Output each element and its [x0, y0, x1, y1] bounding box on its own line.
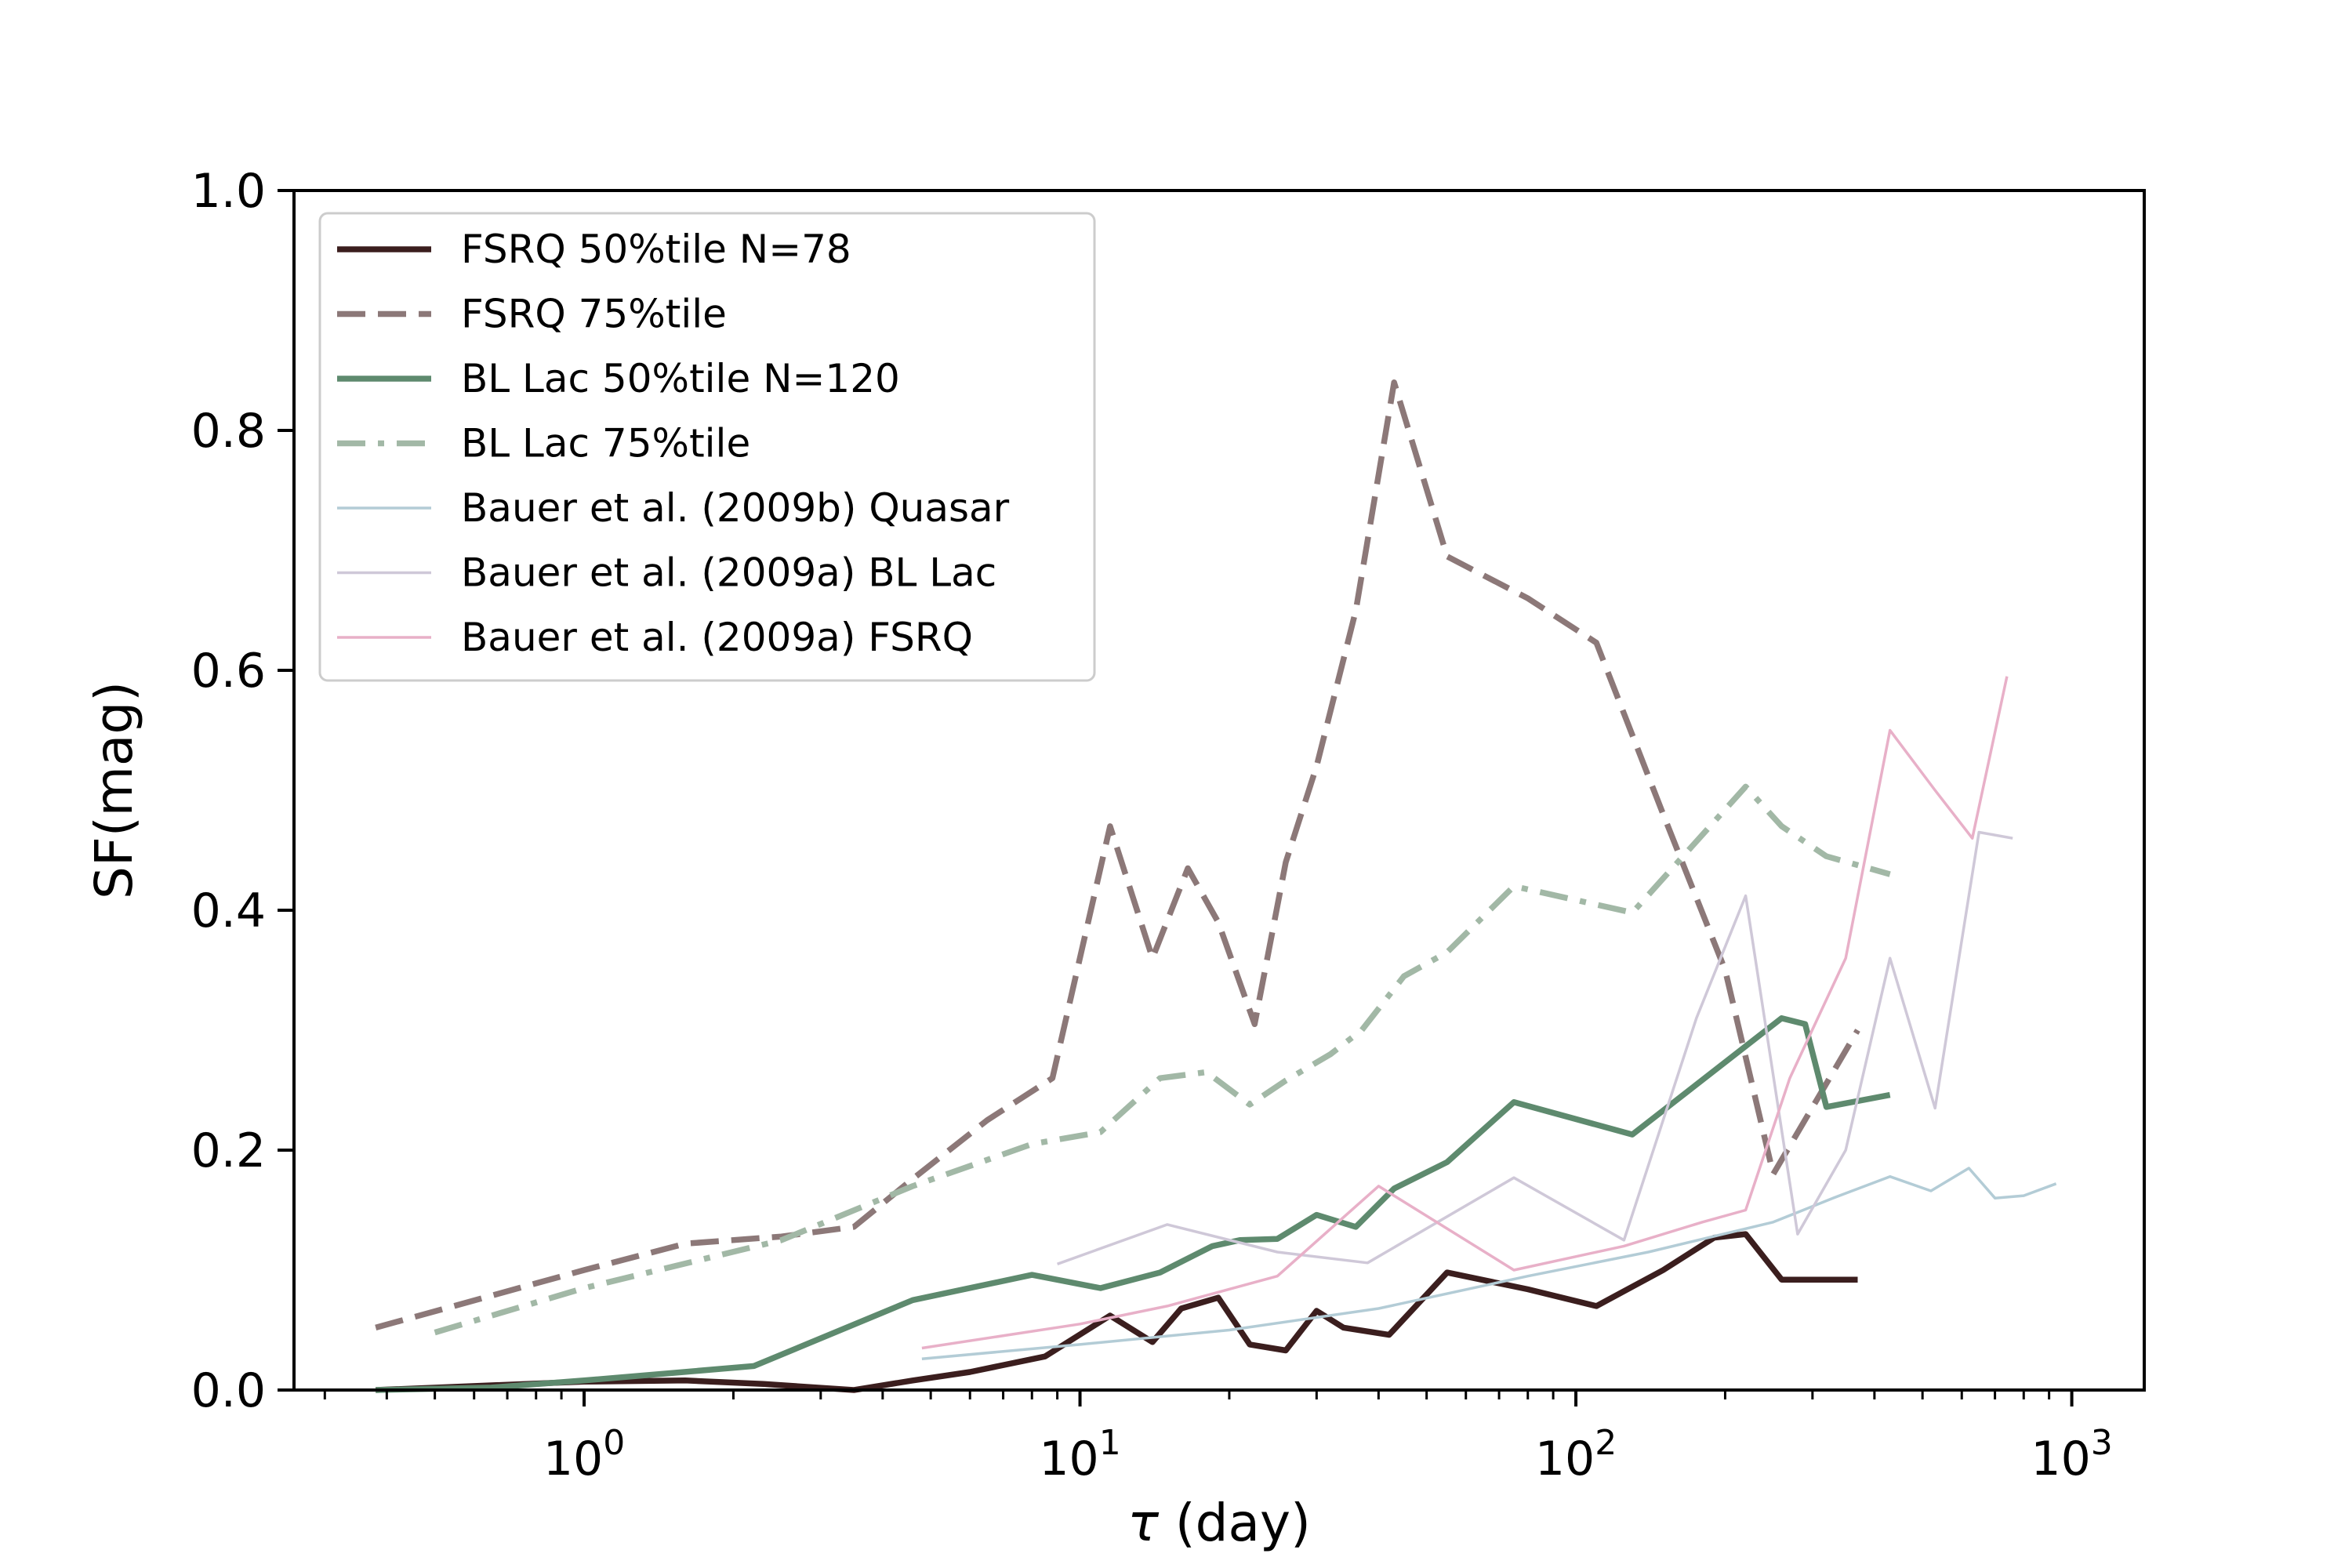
legend-label-3: BL Lac 50%tile N=120 [461, 356, 900, 401]
y-tick-label: 0.4 [191, 884, 266, 938]
legend: FSRQ 50%tile N=78 FSRQ 75%tile BL Lac 50%t… [318, 212, 1096, 682]
series-line-4 [434, 783, 1891, 1336]
y-axis-label: SF(mag) [84, 681, 144, 899]
plot-frame [292, 189, 2146, 1392]
legend-label-4: BL Lac 75%tile [461, 421, 750, 466]
y-tick-label: 0.0 [191, 1363, 266, 1418]
x-tick-label-base: 10 [1535, 1432, 1595, 1486]
y-tick-label: 0.2 [191, 1123, 266, 1178]
legend-label-5: Bauer et al. (2009b) Quasar [461, 485, 1010, 531]
y-tick-label: 0.6 [191, 644, 266, 699]
x-axis-label: τ (day) [1127, 1493, 1311, 1553]
legend-label-7: Bauer et al. (2009a) FSRQ [461, 615, 973, 660]
x-tick-label-base: 10 [1039, 1432, 1098, 1486]
series-line-6 [1057, 830, 2013, 1265]
y-tick-label: 1.0 [191, 164, 266, 219]
x-tick-label-base: 10 [543, 1432, 603, 1486]
x-tick-label: 100 [543, 1423, 625, 1486]
x-tick-label-exponent: 1 [1099, 1423, 1121, 1463]
x-tick-label-exponent: 3 [2091, 1423, 2113, 1463]
series-line-5 [921, 1167, 2057, 1360]
series-line-2 [375, 379, 1860, 1331]
legend-label-6: Bauer et al. (2009a) BL Lac [461, 550, 996, 596]
x-tick-label-base: 10 [2031, 1432, 2090, 1486]
x-axis-label-symbol: τ [1127, 1493, 1160, 1553]
x-tick-label-exponent: 0 [603, 1423, 625, 1463]
x-axis-label-unit: (day) [1159, 1493, 1311, 1553]
series-line-7 [921, 676, 2009, 1350]
x-tick-label: 101 [1039, 1423, 1120, 1486]
x-tick-label-exponent: 2 [1595, 1423, 1617, 1463]
legend-label-2: FSRQ 75%tile [461, 292, 727, 337]
x-tick-label: 103 [2031, 1423, 2112, 1486]
legend-box [318, 212, 1096, 682]
y-tick-label: 0.8 [191, 404, 266, 459]
series-line-3 [376, 1014, 1891, 1393]
x-tick-label: 102 [1535, 1423, 1617, 1486]
legend-label-1: FSRQ 50%tile N=78 [461, 227, 851, 272]
